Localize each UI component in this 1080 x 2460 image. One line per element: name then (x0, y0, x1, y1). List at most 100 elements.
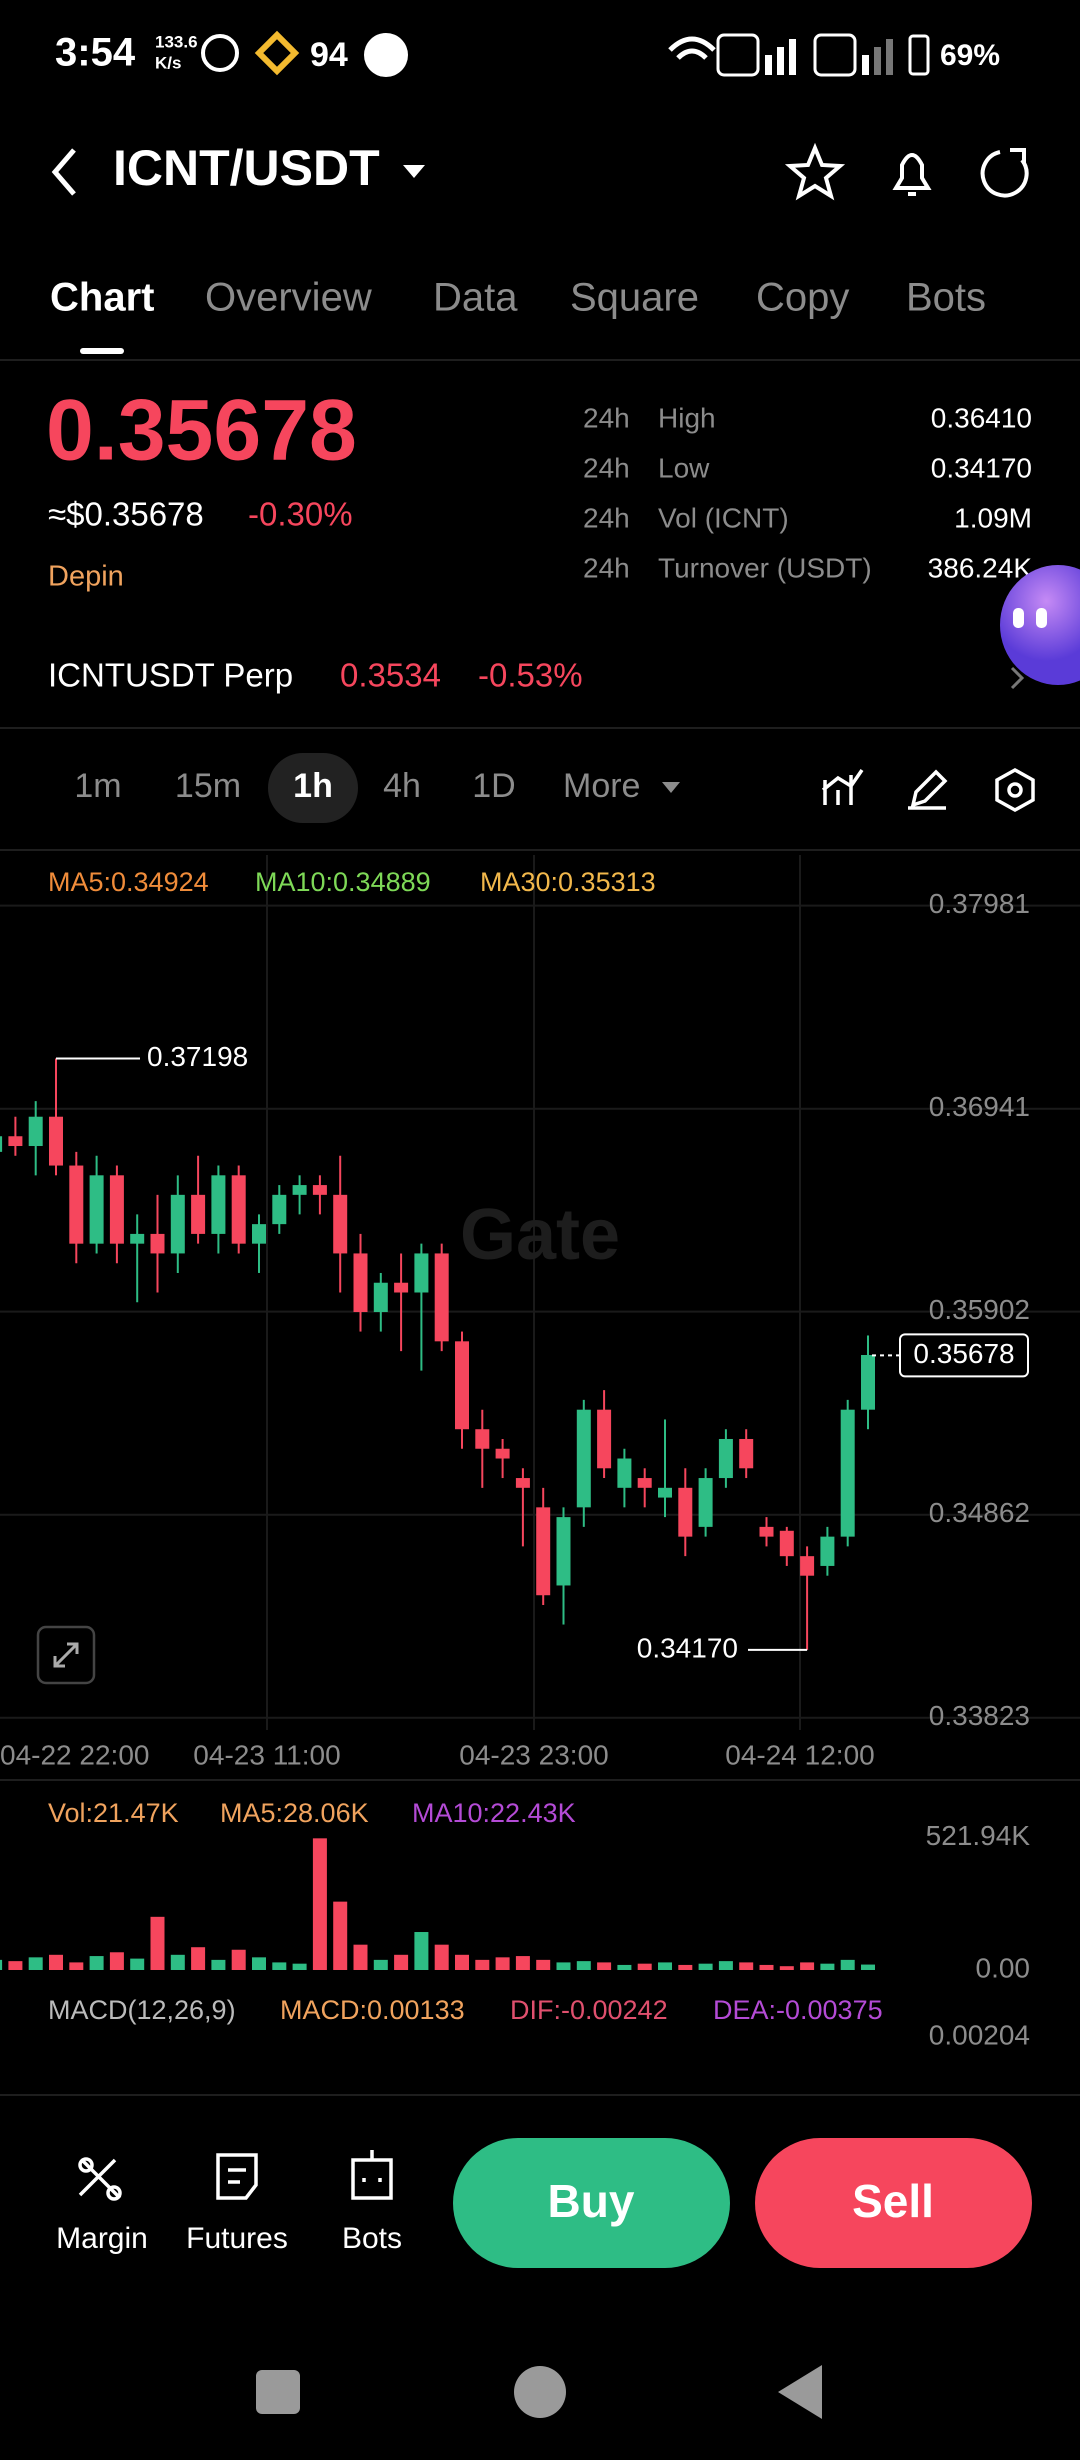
candle-body (861, 1355, 875, 1410)
watermark: Gate (460, 1195, 620, 1275)
action-label[interactable]: Bots (342, 2222, 402, 2255)
y-tick-label: 0.35902 (929, 1294, 1030, 1325)
stat-label: Low (658, 452, 710, 483)
candle-body (475, 1429, 490, 1449)
vol-legend: MA5:28.06K (220, 1798, 369, 1828)
sell-button[interactable] (755, 2138, 1032, 2268)
tab[interactable]: Copy (756, 276, 849, 320)
volume-bar (130, 1958, 145, 1970)
perp-price: 0.3534 (340, 657, 441, 694)
volume-bar (150, 1916, 165, 1970)
candle-body (89, 1175, 104, 1244)
pair-title[interactable]: ICNT/USDT (113, 140, 380, 196)
volume-bar (536, 1959, 551, 1970)
ma-legend: MA10:0.34889 (255, 867, 431, 897)
volume-bar (191, 1947, 206, 1970)
tab[interactable]: Data (433, 276, 518, 320)
volume-bar (109, 1952, 124, 1970)
alert-button[interactable] (892, 153, 932, 196)
candle-body (353, 1253, 368, 1313)
candle-body (434, 1253, 449, 1342)
y-tick-label: 0.33823 (929, 1700, 1030, 1731)
settings-button[interactable] (995, 767, 1035, 813)
tab-indicator (80, 348, 124, 354)
candle-body (759, 1526, 774, 1537)
nav-back[interactable] (778, 2365, 822, 2419)
perp-change: -0.53% (478, 657, 583, 694)
action-label[interactable]: Futures (186, 2222, 288, 2255)
tag[interactable]: Depin (48, 561, 124, 593)
interval[interactable]: 15m (175, 767, 241, 805)
candle-body (698, 1478, 713, 1527)
expand-button[interactable] (36, 1625, 96, 1685)
candle-body (617, 1458, 632, 1488)
candle-body (515, 1478, 530, 1488)
perp-name[interactable]: ICNTUSDT Perp (48, 657, 293, 694)
candle-body (0, 1136, 3, 1152)
tab[interactable]: Square (570, 276, 699, 320)
interval[interactable]: 1h (293, 767, 333, 805)
y-tick-label: 521.94K (926, 1820, 1031, 1851)
action-label[interactable]: Margin (56, 2222, 148, 2255)
candle-body (637, 1478, 652, 1488)
y-tick-label: 0.36941 (929, 1091, 1030, 1122)
margin-icon[interactable] (78, 2157, 122, 2201)
volume-bar (861, 1964, 875, 1970)
volume-bar (414, 1932, 429, 1970)
nav-recents[interactable] (256, 2370, 300, 2414)
favorite-button[interactable] (784, 142, 846, 201)
stat-value: 1.09M (954, 502, 1032, 533)
tab[interactable]: Bots (906, 276, 986, 320)
volume-bar (576, 1961, 591, 1970)
last-price-box (899, 1333, 1029, 1378)
candle-body (597, 1409, 612, 1469)
candle-body (49, 1116, 63, 1166)
time: 3:54 (55, 31, 136, 75)
candle-body (28, 1116, 43, 1147)
vol-legend: MA10:22.43K (412, 1798, 576, 1828)
volume-bar (231, 1949, 246, 1970)
macd-axis-label: 0.00204 (929, 2019, 1030, 2050)
signal-icon (765, 55, 772, 75)
macd-legend: MACD:0.00133 (280, 1995, 465, 2025)
candle-body (414, 1253, 429, 1293)
more-dropdown[interactable] (662, 782, 680, 793)
indicator-button[interactable] (821, 769, 864, 805)
candle-body (840, 1409, 855, 1537)
volume-bar (637, 1963, 652, 1970)
draw-button[interactable] (908, 769, 948, 810)
x-tick-label: 04-23 11:00 (193, 1739, 340, 1770)
buy-label[interactable]: Buy (548, 2175, 635, 2227)
interval[interactable]: 1m (74, 767, 121, 805)
volume-bar (820, 1963, 835, 1970)
interval[interactable]: 1D (472, 767, 515, 805)
interval[interactable]: More (563, 767, 640, 805)
sell-label[interactable]: Sell (852, 2175, 934, 2227)
buy-button[interactable] (453, 2138, 730, 2268)
candle-body (333, 1194, 348, 1254)
nav-home[interactable] (514, 2366, 566, 2418)
share-button[interactable] (980, 148, 1029, 198)
back-button[interactable] (51, 148, 76, 196)
volume-bar (394, 1954, 409, 1970)
tab[interactable]: Chart (50, 276, 154, 320)
interval[interactable]: 4h (383, 767, 421, 805)
candle-body (820, 1536, 835, 1566)
macd-legend: DIF:-0.00242 (510, 1995, 668, 2025)
futures-icon[interactable] (216, 2153, 258, 2200)
interval-selected (268, 753, 358, 823)
volume-bar (678, 1964, 693, 1970)
usd-price: ≈$0.35678 (48, 496, 204, 533)
stat-value: 0.34170 (931, 452, 1032, 483)
stat-value: 386.24K (928, 552, 1033, 583)
volume-bar (211, 1959, 226, 1970)
volume-bar (840, 1959, 855, 1970)
candle-body (779, 1530, 794, 1557)
bots-icon[interactable] (351, 2150, 393, 2200)
stat-period: 24h (583, 552, 630, 583)
volume-bar (252, 1957, 266, 1970)
tab[interactable]: Overview (205, 276, 372, 320)
stat-label: Vol (ICNT) (658, 502, 789, 533)
pair-dropdown[interactable] (403, 165, 425, 178)
volume-bar (739, 1962, 754, 1970)
